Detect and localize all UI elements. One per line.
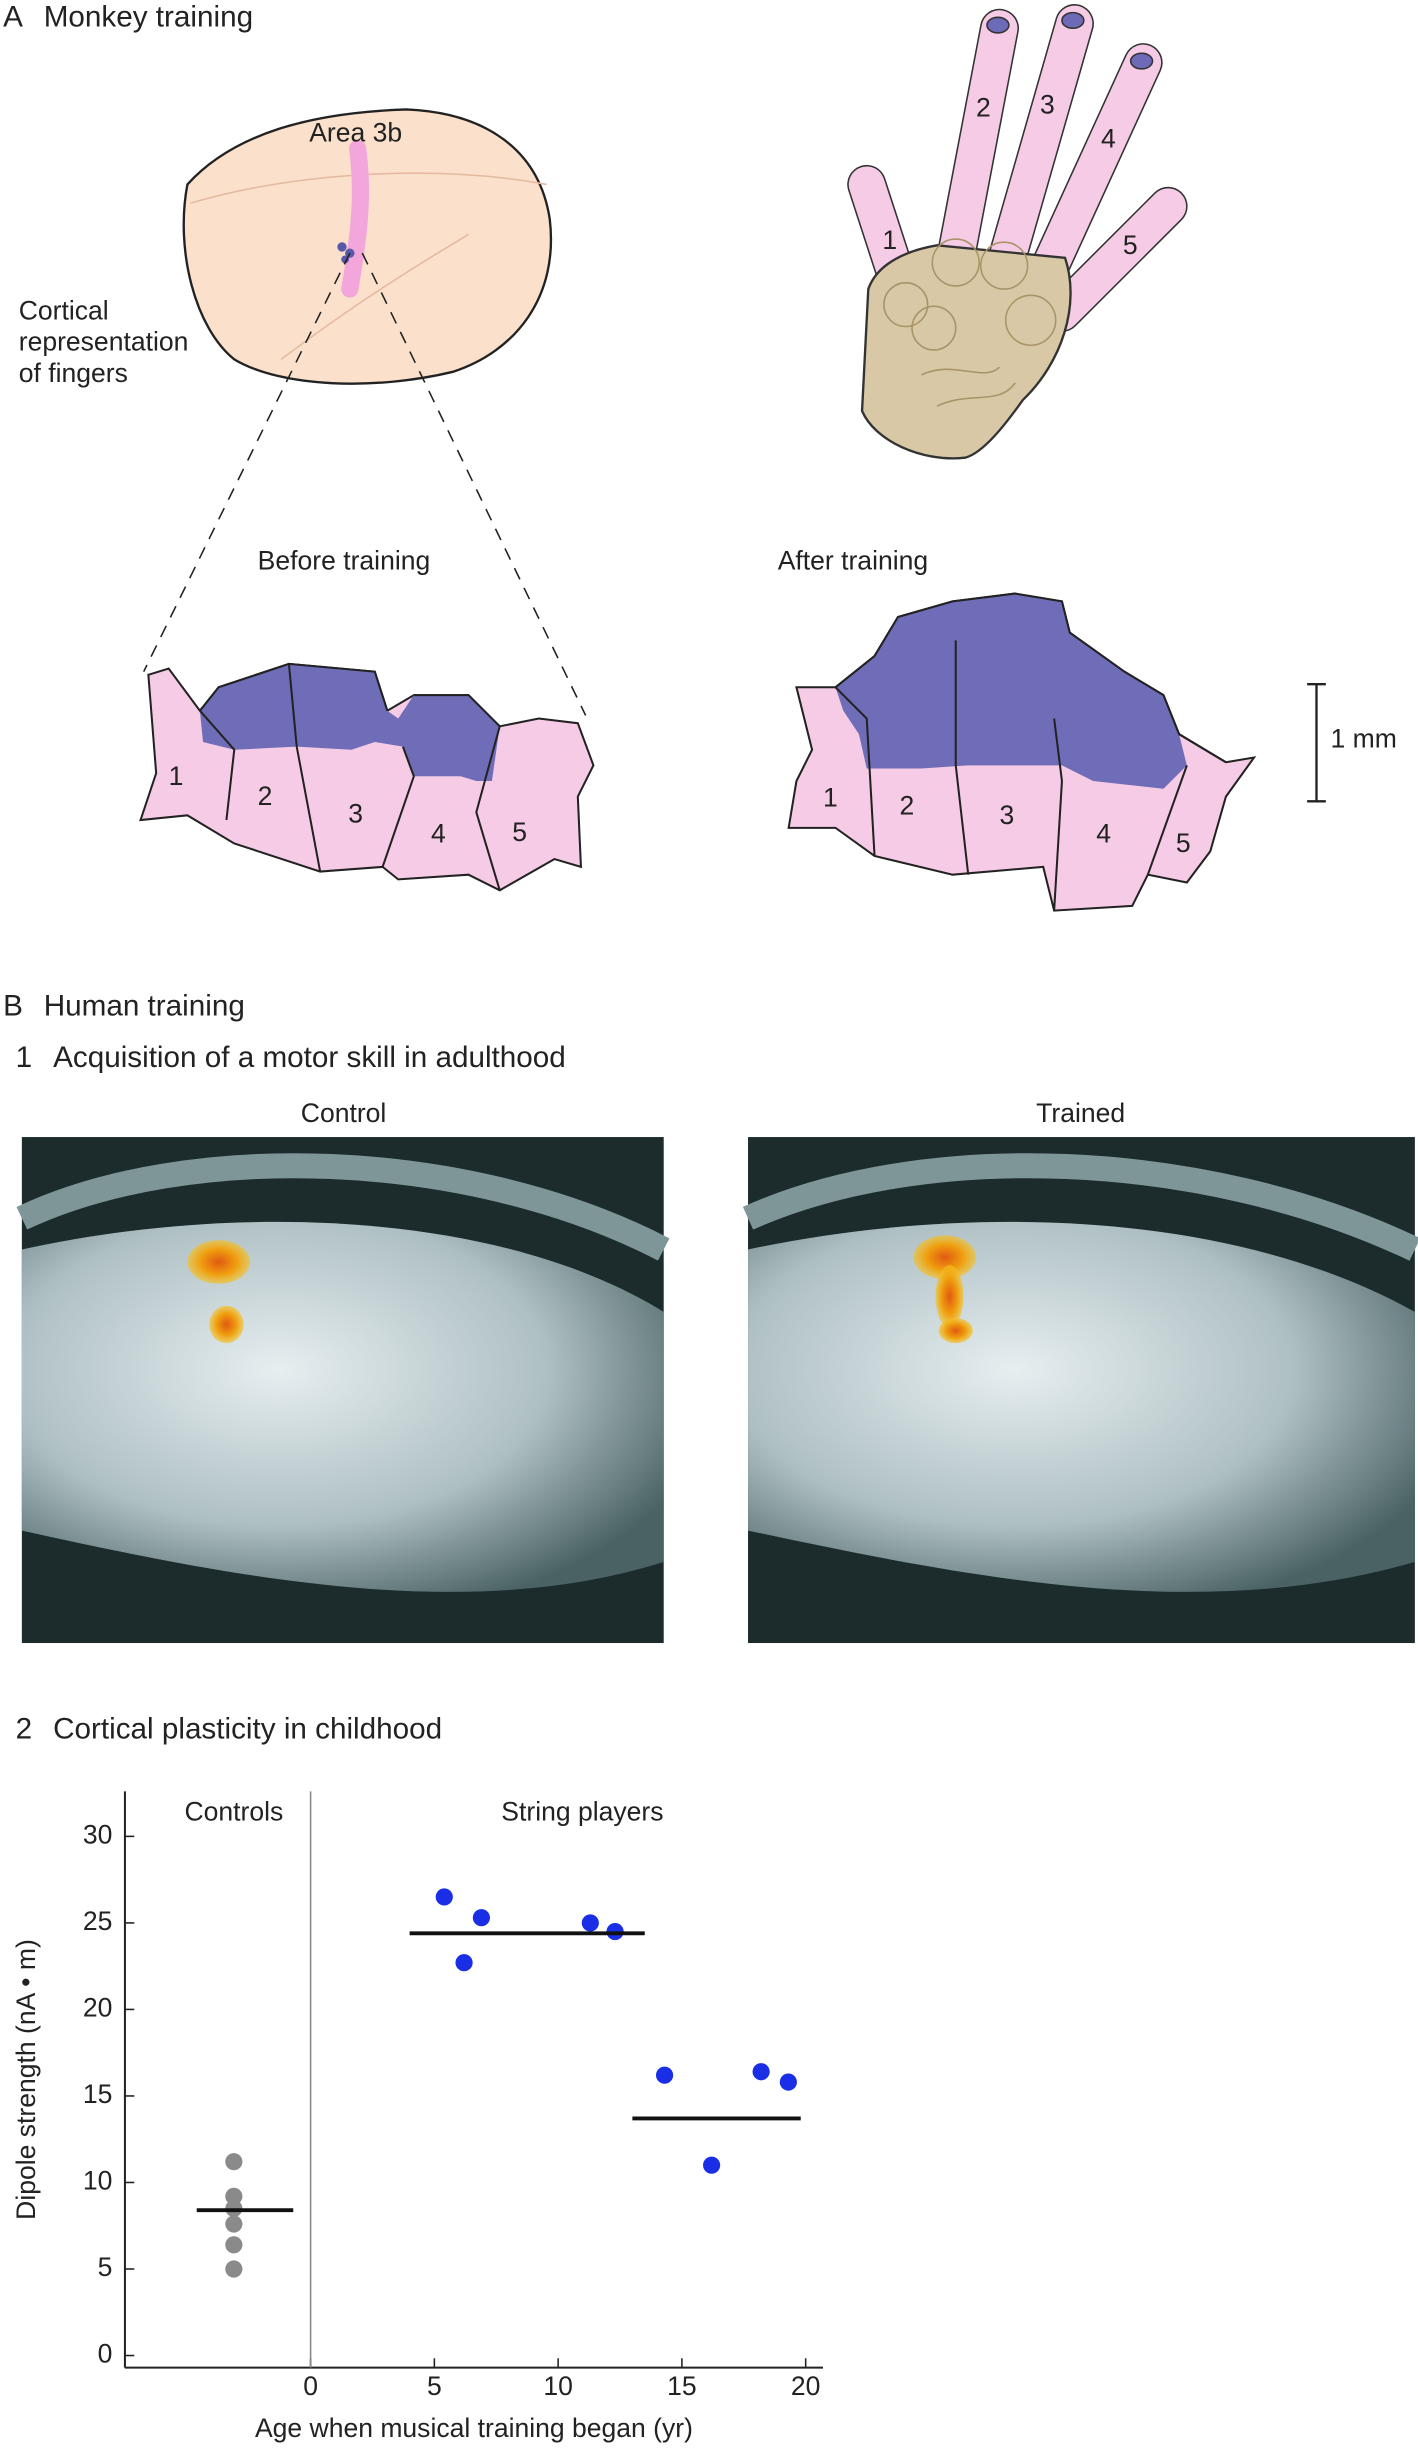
part-number: 2: [16, 1712, 33, 1745]
panel-letter: B: [3, 989, 23, 1022]
digit-label: 1: [823, 783, 838, 813]
x-tick-label: 5: [427, 2371, 442, 2401]
y-axis-label: Dipole strength (nA • m): [11, 1939, 41, 2220]
data-point: [779, 2073, 797, 2091]
x-tick-label: 10: [543, 2371, 573, 2401]
data-point: [655, 2066, 674, 2084]
part-title: Cortical plasticity in childhood: [53, 1712, 442, 1745]
y-tick-label: 15: [83, 2079, 113, 2109]
image-caption: Control: [301, 1098, 387, 1128]
part-title: Acquisition of a motor skill in adulthoo…: [53, 1041, 566, 1074]
y-tick-label: 25: [83, 1906, 113, 1936]
scale-bar: [1307, 682, 1326, 803]
data-point: [581, 1914, 599, 1932]
digit-label: 4: [1096, 819, 1111, 849]
after-map: [787, 592, 1257, 912]
x-axis-label: Age when musical training began (yr): [255, 2413, 693, 2443]
data-point: [455, 1954, 473, 1972]
digit-label: 1: [169, 761, 184, 791]
x-tick-label: 20: [791, 2371, 821, 2401]
digit-label: 2: [900, 791, 915, 821]
cortical-label: Cortical representation of fingers: [19, 295, 196, 387]
x-tick-label: 15: [667, 2371, 697, 2401]
digit-label: 4: [431, 819, 446, 849]
data-point: [752, 2063, 770, 2081]
y-tick-label: 10: [83, 2165, 113, 2195]
map-title: After training: [778, 545, 928, 575]
scatter-chart: 0 5 10 15 20 25 30 0 5 10 15 20 Age when musical tra…: [11, 1791, 824, 2443]
mri-trained: [742, 1137, 1418, 1644]
y-tick-label: 20: [83, 1992, 113, 2022]
digit-label: 3: [999, 800, 1014, 830]
digit-label: 2: [258, 781, 273, 811]
digit-label: 3: [1040, 89, 1055, 119]
digit-label: 2: [976, 92, 991, 122]
digit-label: 3: [348, 798, 363, 828]
panel-title: Monkey training: [44, 1, 253, 34]
y-tick-label: 30: [83, 1819, 113, 1849]
data-point: [225, 2236, 243, 2254]
image-caption: Trained: [1036, 1098, 1125, 1128]
y-tick-label: 0: [98, 2339, 113, 2369]
cortical-label-line: of fingers: [19, 358, 128, 388]
digit-label: 1: [882, 225, 897, 255]
part-number: 1: [16, 1041, 33, 1074]
hand: [847, 4, 1188, 460]
y-tick-label: 5: [98, 2252, 113, 2282]
scale-label: 1 mm: [1331, 723, 1397, 753]
data-point: [703, 2156, 721, 2174]
cortical-label-line: representation: [19, 327, 189, 357]
digit-label: 5: [1176, 828, 1191, 858]
data-point: [225, 2260, 243, 2278]
area-label: Area 3b: [309, 117, 402, 147]
series-header: String players: [501, 1796, 663, 1826]
mri-control: [16, 1137, 670, 1644]
before-map: [139, 662, 595, 892]
digit-label: 5: [512, 817, 527, 847]
data-point: [225, 2153, 243, 2171]
data-point: [435, 1888, 453, 1906]
panel-title: Human training: [44, 989, 245, 1022]
digit-label: 5: [1123, 230, 1138, 260]
data-point: [225, 2215, 243, 2233]
data-point: [225, 2187, 243, 2205]
map-title: Before training: [258, 545, 431, 575]
series-header: Controls: [184, 1796, 283, 1826]
monkey-brain: [142, 108, 587, 716]
panel-letter: A: [3, 1, 23, 34]
x-tick-label: 0: [303, 2371, 318, 2401]
cortical-label-line: Cortical: [19, 295, 109, 325]
data-point: [472, 1909, 490, 1927]
digit-label: 4: [1101, 124, 1116, 154]
